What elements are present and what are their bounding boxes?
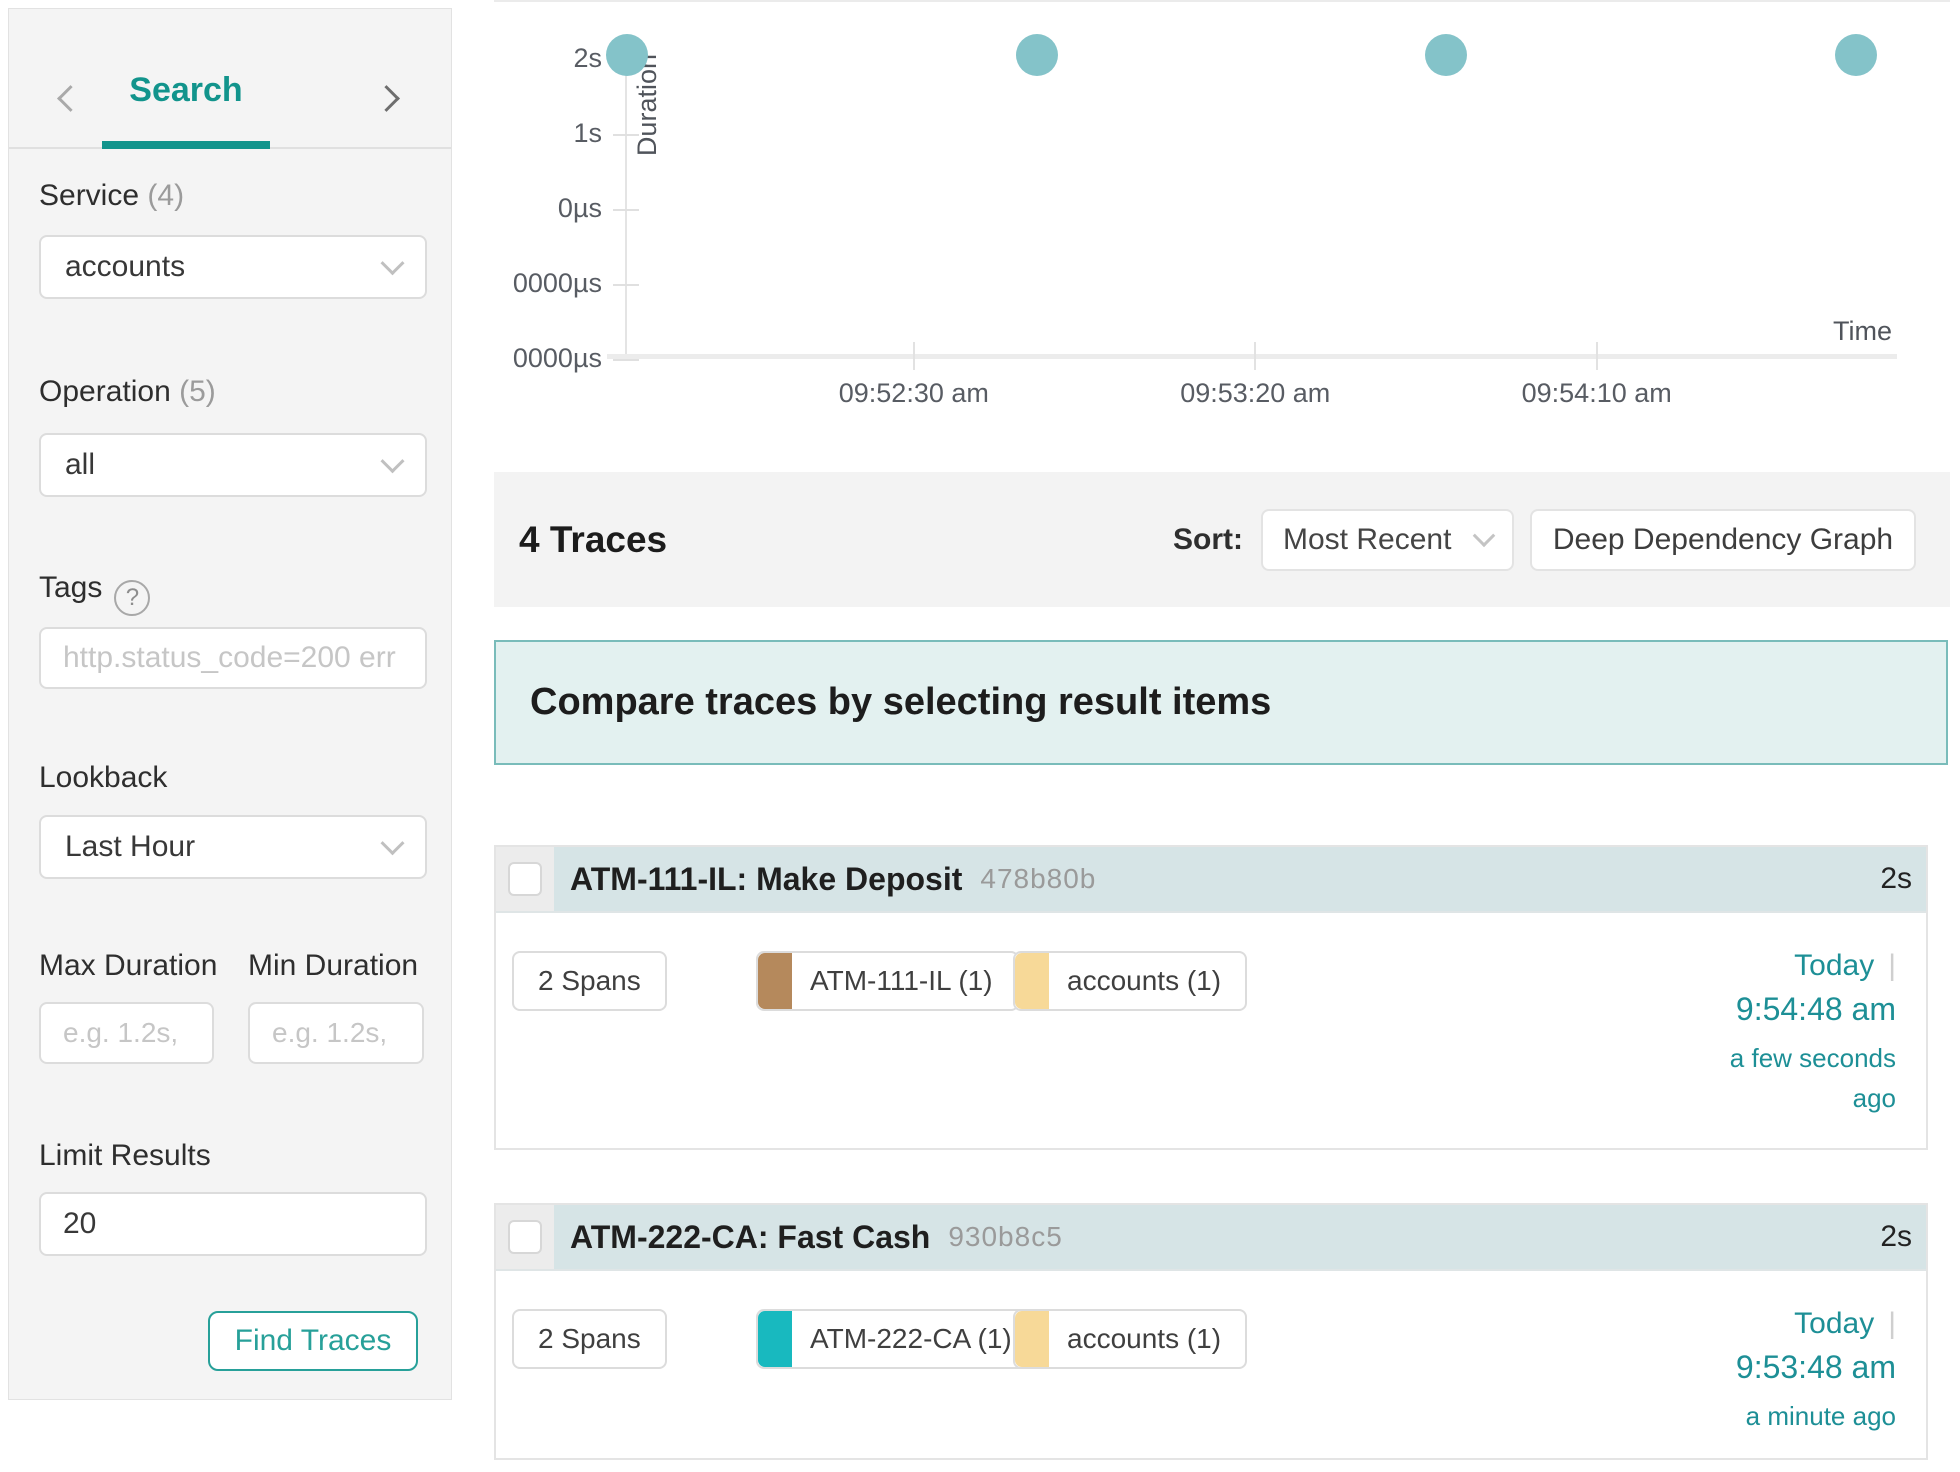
y-tick-label: 0000µs: [512, 268, 602, 298]
trace-date[interactable]: Today | 9:53:48 am a minute ago: [1736, 1307, 1896, 1436]
chevron-right-icon[interactable]: [373, 85, 400, 112]
trace-duration: 2s: [1880, 1220, 1912, 1253]
span-count-pill: 2 Spans: [512, 951, 667, 1011]
tags-label: Tags?: [39, 571, 151, 616]
trace-id: 478b80b: [980, 863, 1097, 894]
service-color-chip: [758, 953, 792, 1009]
trace-time: 9:53:48 am: [1735, 1349, 1896, 1385]
trace-header-main: ATM-222-CA: Fast Cash 930b8c5 2s: [554, 1205, 1926, 1269]
chevron-down-icon: [380, 448, 405, 473]
limit-results-input[interactable]: [39, 1192, 427, 1256]
trace-card-header[interactable]: ATM-222-CA: Fast Cash 930b8c5 2s: [496, 1205, 1926, 1271]
trace-card-body: 2 Spans ATM-111-IL (1) accounts (1) Toda…: [496, 913, 1926, 1148]
compare-banner: Compare traces by selecting result items: [494, 640, 1948, 765]
chevron-down-icon: [380, 250, 405, 275]
sort-select[interactable]: Most Recent: [1261, 508, 1514, 571]
help-icon[interactable]: ?: [114, 580, 151, 616]
y-axis-line: [625, 40, 627, 360]
trace-select-checkbox[interactable]: [508, 1220, 542, 1254]
y-tick-label: 2s: [573, 43, 602, 73]
trace-duration: 2s: [1880, 862, 1912, 895]
chevron-down-icon: [1472, 523, 1496, 547]
span-count-pill: 2 Spans: [512, 1309, 667, 1369]
tab-active-underline: [102, 141, 270, 149]
scatter-point[interactable]: [606, 34, 648, 76]
trace-card-header[interactable]: ATM-111-IL: Make Deposit 478b80b 2s: [496, 847, 1926, 913]
service-color-chip: [758, 1311, 792, 1367]
trace-title: ATM-222-CA: Fast Cash: [570, 1218, 931, 1255]
trace-date[interactable]: Today | 9:54:48 am a few seconds ago: [1716, 949, 1896, 1118]
x-tick-label: 09:54:10 am: [1521, 378, 1672, 408]
service-label: Service (4): [39, 179, 185, 212]
y-tick-mark: [613, 359, 639, 361]
service-color-chip: [1015, 1311, 1049, 1367]
deep-dependency-graph-button[interactable]: Deep Dependency Graph: [1530, 508, 1916, 571]
trace-relative-time: a minute ago: [1745, 1401, 1896, 1431]
compare-banner-text: Compare traces by selecting result items: [530, 681, 1272, 723]
y-tick-mark: [613, 284, 639, 286]
trace-select-checkbox[interactable]: [508, 862, 542, 896]
trace-title: ATM-111-IL: Make Deposit: [570, 860, 963, 897]
service-pill: ATM-111-IL (1): [756, 951, 1019, 1011]
service-pill: accounts (1): [1013, 951, 1248, 1011]
scatter-point[interactable]: [1425, 34, 1468, 76]
x-tick-mark: [1595, 342, 1598, 370]
lookback-label: Lookback: [39, 761, 168, 794]
max-duration-label: Max Duration: [39, 949, 218, 982]
scatter-plot: Duration Time 2s 1s 0µs 0000µs 0000µs 09:52:3…: [494, 0, 1950, 474]
max-duration-input[interactable]: [39, 1002, 214, 1064]
scatter-point[interactable]: [1835, 34, 1878, 76]
service-pill: accounts (1): [1013, 1309, 1248, 1369]
lookback-select[interactable]: Last Hour: [39, 815, 427, 879]
checkbox-strip: [496, 847, 554, 911]
x-tick-mark: [912, 342, 915, 370]
results-header-bar: 4 Traces Sort: Most Recent Deep Dependen…: [494, 472, 1950, 607]
search-results-panel: Duration Time 2s 1s 0µs 0000µs 0000µs 09:52:3…: [494, 0, 1950, 1472]
x-tick-label: 09:53:20 am: [1180, 378, 1331, 408]
tags-input[interactable]: [39, 627, 427, 689]
trace-time: 9:54:48 am: [1735, 991, 1896, 1027]
x-axis-line: [607, 354, 1897, 359]
x-axis-title: Time: [1833, 316, 1892, 346]
checkbox-strip: [496, 1205, 554, 1269]
min-duration-label: Min Duration: [248, 949, 419, 982]
y-tick-mark: [613, 209, 639, 211]
service-pill: ATM-222-CA (1): [756, 1309, 1038, 1369]
y-tick-label: 0000µs: [512, 343, 602, 373]
operation-label: Operation (5): [39, 375, 216, 408]
limit-results-label: Limit Results: [39, 1139, 211, 1172]
trace-card-body: 2 Spans ATM-222-CA (1) accounts (1) Toda…: [496, 1271, 1926, 1458]
service-select[interactable]: accounts: [39, 235, 427, 299]
trace-card: ATM-111-IL: Make Deposit 478b80b 2s 2 Sp…: [494, 845, 1928, 1150]
trace-header-main: ATM-111-IL: Make Deposit 478b80b 2s: [554, 847, 1926, 911]
find-traces-button[interactable]: Find Traces: [208, 1311, 418, 1371]
tab-search[interactable]: Search: [129, 71, 243, 109]
trace-card: ATM-222-CA: Fast Cash 930b8c5 2s 2 Spans…: [494, 1203, 1928, 1460]
x-tick-label: 09:52:30 am: [838, 378, 989, 408]
y-tick-label: 0µs: [557, 193, 602, 223]
date-separator: |: [1888, 1307, 1896, 1340]
scatter-point[interactable]: [1015, 34, 1058, 76]
y-tick-mark: [613, 134, 639, 136]
trace-relative-time: a few seconds ago: [1729, 1043, 1896, 1113]
x-tick-mark: [1254, 342, 1257, 370]
sort-label: Sort:: [1173, 522, 1243, 556]
trace-count: 4 Traces: [519, 518, 668, 560]
search-sidebar: Search Service (4) accounts Operation (5…: [8, 8, 452, 1400]
operation-select[interactable]: all: [39, 433, 427, 497]
date-separator: |: [1888, 949, 1896, 982]
service-color-chip: [1015, 953, 1049, 1009]
trace-id: 930b8c5: [948, 1221, 1063, 1252]
min-duration-input[interactable]: [248, 1002, 424, 1064]
chevron-down-icon: [380, 830, 405, 855]
y-tick-label: 1s: [573, 118, 602, 148]
